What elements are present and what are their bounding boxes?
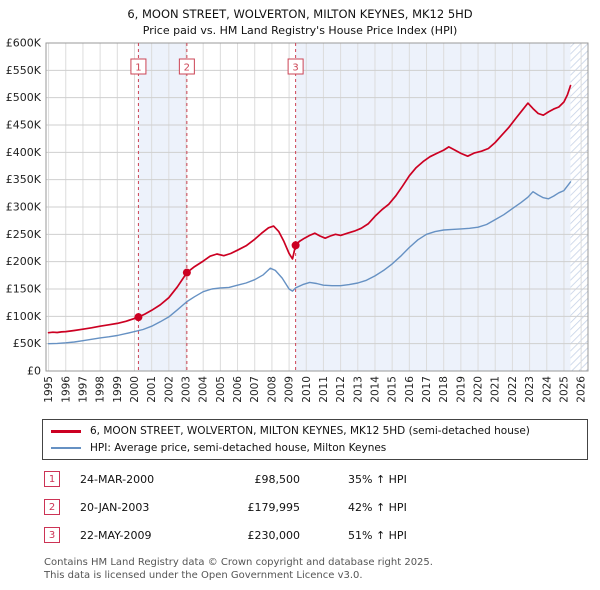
svg-text:2013: 2013: [352, 376, 364, 403]
svg-text:1995: 1995: [43, 376, 55, 403]
svg-text:2025: 2025: [558, 376, 570, 403]
svg-text:2002: 2002: [163, 376, 175, 403]
svg-text:2020: 2020: [473, 376, 485, 403]
svg-text:2019: 2019: [455, 376, 467, 403]
svg-text:2014: 2014: [369, 376, 381, 403]
chart-legend: 6, MOON STREET, WOLVERTON, MILTON KEYNES…: [42, 419, 588, 460]
price-chart: £0 £50K £100K £150K £200K £250K £300K £350K £400…: [6, 37, 589, 403]
transaction-price: £179,995: [247, 500, 301, 514]
sale-flag-box: [130, 58, 147, 75]
svg-text:1999: 1999: [112, 376, 124, 403]
svg-text:2017: 2017: [421, 376, 433, 403]
transaction-hpi-delta: 51% ↑ HPI: [348, 528, 407, 542]
sale-flag-box: [178, 58, 195, 75]
svg-text:2022: 2022: [507, 376, 519, 403]
svg-text:£500K: £500K: [6, 91, 42, 104]
transaction-date: 24-MAR-2000: [80, 472, 155, 486]
transaction-row: 3 22-MAY-2009 £230,000 51% ↑ HPI: [44, 527, 590, 543]
x-axis-labels: 1995 1996 1997 1998 1999 2000 2001 2002 2003 2004…: [43, 376, 588, 403]
svg-text:2000: 2000: [129, 376, 141, 403]
svg-text:£300K: £300K: [6, 201, 42, 214]
page-title: 6, MOON STREET, WOLVERTON, MILTON KEYNES…: [127, 7, 473, 21]
svg-text:2023: 2023: [524, 376, 536, 403]
svg-text:2011: 2011: [318, 376, 330, 403]
svg-text:£0: £0: [27, 365, 41, 378]
chart-header: 6, MOON STREET, WOLVERTON, MILTON KEYNES…: [0, 0, 600, 37]
svg-text:£600K: £600K: [6, 37, 42, 50]
footer-line1: Contains HM Land Registry data © Crown c…: [44, 557, 433, 568]
svg-text:2007: 2007: [249, 376, 261, 403]
sale-marker-dot: [182, 268, 191, 277]
svg-text:£50K: £50K: [13, 337, 42, 350]
svg-text:2004: 2004: [198, 376, 210, 403]
svg-text:2008: 2008: [266, 376, 278, 403]
transaction-price: £98,500: [254, 472, 301, 486]
transaction-number: 1: [44, 471, 60, 487]
svg-text:2003: 2003: [181, 376, 193, 403]
sale-flag-number: 3: [292, 63, 298, 74]
transaction-row: 1 24-MAR-2000 £98,500 35% ↑ HPI: [44, 471, 590, 487]
transaction-hpi-delta: 42% ↑ HPI: [348, 500, 407, 514]
sale-marker-dot: [134, 313, 143, 322]
svg-text:2024: 2024: [541, 376, 553, 403]
y-axis-labels: £0 £50K £100K £150K £200K £250K £300K £350K £400…: [6, 37, 42, 378]
svg-text:£550K: £550K: [6, 64, 42, 77]
sale-flag-box: [287, 58, 304, 75]
transaction-date: 22-MAY-2009: [80, 528, 152, 542]
transactions-table: 1 24-MAR-2000 £98,500 35% ↑ HPI 2 20-JAN-2003…: [44, 471, 590, 543]
series-line-hpi: [47, 181, 572, 345]
svg-text:£350K: £350K: [6, 173, 42, 186]
svg-text:£250K: £250K: [6, 228, 42, 241]
legend-label: 6, MOON STREET, WOLVERTON, MILTON KEYNES…: [90, 425, 530, 437]
svg-text:£100K: £100K: [6, 310, 42, 323]
svg-text:2018: 2018: [438, 376, 450, 403]
svg-text:2005: 2005: [215, 376, 227, 403]
sale-flag-number: 2: [184, 63, 190, 74]
transaction-number: 3: [44, 527, 60, 543]
footer-line2: This data is licensed under the Open Gov…: [44, 570, 363, 581]
svg-text:£150K: £150K: [6, 283, 42, 296]
svg-text:£450K: £450K: [6, 119, 42, 132]
legend-item: 6, MOON STREET, WOLVERTON, MILTON KEYNES…: [51, 425, 579, 437]
legend-label: HPI: Average price, semi-detached house,…: [90, 442, 387, 454]
svg-text:2009: 2009: [284, 376, 296, 403]
svg-text:2015: 2015: [387, 376, 399, 403]
svg-text:2006: 2006: [232, 376, 244, 403]
grid: [46, 42, 588, 372]
sale-flag-number: 1: [135, 63, 141, 74]
legend-item: HPI: Average price, semi-detached house,…: [51, 442, 579, 454]
transaction-date: 20-JAN-2003: [80, 500, 150, 514]
svg-text:2010: 2010: [301, 376, 313, 403]
transaction-row: 2 20-JAN-2003 £179,995 42% ↑ HPI: [44, 499, 590, 515]
svg-text:2016: 2016: [404, 376, 416, 403]
svg-text:2026: 2026: [576, 376, 588, 403]
svg-text:£400K: £400K: [6, 146, 42, 159]
transaction-hpi-delta: 35% ↑ HPI: [348, 472, 407, 486]
page-subtitle: Price paid vs. HM Land Registry's House …: [142, 24, 458, 37]
legend-line-swatch: [51, 447, 81, 449]
transaction-number: 2: [44, 499, 60, 515]
license-footer: Contains HM Land Registry data © Crown c…: [44, 556, 590, 582]
transaction-price: £230,000: [247, 528, 301, 542]
sale-marker-dot: [291, 241, 300, 250]
svg-text:1998: 1998: [95, 376, 107, 403]
svg-text:2021: 2021: [490, 376, 502, 403]
legend-line-swatch: [51, 429, 81, 433]
plot-border: [45, 42, 589, 372]
svg-text:2001: 2001: [146, 376, 158, 403]
svg-text:£200K: £200K: [6, 255, 42, 268]
svg-text:1997: 1997: [77, 376, 89, 403]
svg-text:2012: 2012: [335, 376, 347, 403]
svg-text:1996: 1996: [60, 376, 72, 403]
series-line-property: [47, 84, 572, 334]
